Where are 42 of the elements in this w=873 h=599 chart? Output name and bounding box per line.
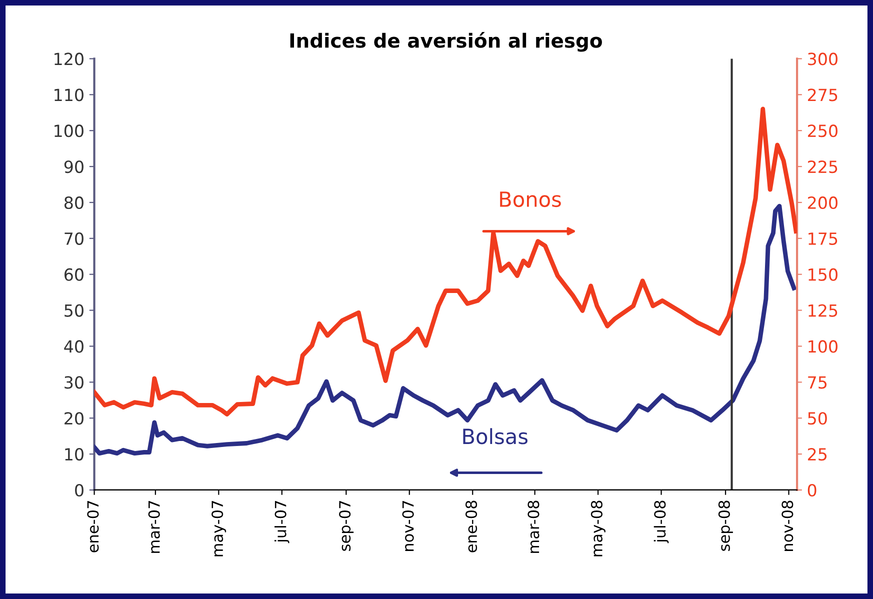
y-tick-label: 70 <box>64 232 84 245</box>
y2-tick-label: 150 <box>808 268 838 281</box>
chart-title: Indices de aversión al riesgo <box>290 32 602 52</box>
x-tick-label: sep-07 <box>339 501 354 551</box>
x-tick-label: ene-08 <box>465 500 478 552</box>
y2-tick-label: 275 <box>808 88 838 102</box>
y2-tick-label: 100 <box>808 340 838 353</box>
series-label: Bonos <box>500 192 561 208</box>
line-series <box>94 106 798 416</box>
y-tick-label: 90 <box>64 160 84 174</box>
y2-tick-label: 175 <box>808 232 838 245</box>
x-tick-label: nov-08 <box>782 500 794 551</box>
y2-tick-label: 300 <box>808 52 838 66</box>
y-tick-label: 120 <box>54 52 84 66</box>
series-label: Bolsas <box>463 428 528 444</box>
y-tick-label: 0 <box>75 484 84 497</box>
y2-tick-label: 250 <box>808 124 838 138</box>
y2-tick-label: 225 <box>808 160 838 174</box>
y-tick-label: 30 <box>64 376 84 389</box>
x-tick-label: mar-08 <box>528 500 540 553</box>
y-tick-label: 80 <box>64 196 84 210</box>
x-tick-label: nov-07 <box>402 501 414 551</box>
y-tick-label: 10 <box>65 448 84 461</box>
x-tick-label: sep-08 <box>718 500 733 551</box>
y-tick-label: 60 <box>64 268 84 281</box>
y-tick-label: 100 <box>54 124 84 138</box>
x-tick-label: jul-07 <box>274 501 290 544</box>
x-tick-label: may-07 <box>212 501 226 556</box>
y-tick-label: 40 <box>64 340 84 353</box>
y2-tick-label: 75 <box>808 376 827 389</box>
y2-tick-label: 25 <box>808 448 827 461</box>
y-tick-label: 110 <box>54 88 84 102</box>
y2-tick-label: 50 <box>808 412 827 425</box>
x-tick-label: mar-07 <box>148 501 160 553</box>
y-tick-label: 20 <box>64 412 84 425</box>
y-tick-label: 50 <box>64 304 84 317</box>
y2-tick-label: 200 <box>808 196 838 210</box>
y2-tick-label: 125 <box>808 304 838 317</box>
x-tick-label: jul-08 <box>654 500 669 544</box>
x-tick-label: may-08 <box>590 500 606 556</box>
y2-tick-label: 0 <box>808 484 816 497</box>
x-tick-label: ene-07 <box>87 501 99 552</box>
